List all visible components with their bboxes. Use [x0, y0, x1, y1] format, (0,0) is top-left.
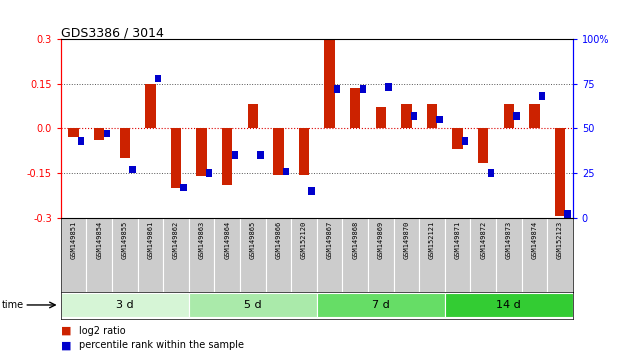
Bar	[411, 112, 417, 120]
FancyBboxPatch shape	[496, 218, 522, 292]
Bar	[385, 84, 392, 91]
Text: GSM149871: GSM149871	[454, 221, 461, 259]
Text: GSM149862: GSM149862	[173, 221, 179, 259]
Bar	[78, 137, 84, 144]
Bar	[155, 75, 161, 82]
FancyBboxPatch shape	[342, 218, 368, 292]
FancyBboxPatch shape	[61, 218, 86, 292]
Bar	[257, 152, 264, 159]
Text: GSM149864: GSM149864	[224, 221, 230, 259]
Bar	[452, 129, 463, 149]
Bar	[196, 129, 207, 176]
FancyBboxPatch shape	[138, 218, 163, 292]
FancyBboxPatch shape	[470, 218, 496, 292]
Bar	[334, 85, 340, 93]
Bar	[120, 129, 130, 158]
FancyBboxPatch shape	[61, 293, 189, 317]
FancyBboxPatch shape	[291, 218, 317, 292]
Bar	[273, 129, 284, 175]
Bar	[427, 104, 437, 129]
FancyBboxPatch shape	[189, 218, 214, 292]
Bar	[462, 137, 468, 144]
Text: GSM152123: GSM152123	[557, 221, 563, 259]
Text: GSM149863: GSM149863	[198, 221, 205, 259]
FancyBboxPatch shape	[214, 218, 240, 292]
Bar	[436, 116, 443, 123]
Text: GSM149872: GSM149872	[480, 221, 486, 259]
Text: 14 d: 14 d	[497, 300, 521, 310]
Bar	[513, 112, 520, 120]
FancyBboxPatch shape	[163, 218, 189, 292]
Bar	[529, 104, 540, 129]
Text: percentile rank within the sample: percentile rank within the sample	[79, 340, 244, 350]
Text: GSM149861: GSM149861	[147, 221, 154, 259]
Bar	[401, 104, 412, 129]
Bar	[232, 152, 238, 159]
Text: GSM149870: GSM149870	[403, 221, 410, 259]
Bar	[299, 129, 309, 175]
Bar	[283, 167, 289, 175]
FancyBboxPatch shape	[419, 218, 445, 292]
Bar	[129, 166, 136, 173]
Bar	[376, 108, 386, 129]
FancyBboxPatch shape	[445, 218, 470, 292]
Bar	[206, 169, 212, 177]
Text: GSM152121: GSM152121	[429, 221, 435, 259]
FancyBboxPatch shape	[394, 218, 419, 292]
Text: GSM149868: GSM149868	[352, 221, 358, 259]
FancyBboxPatch shape	[317, 293, 445, 317]
Text: GSM149865: GSM149865	[250, 221, 256, 259]
Bar	[94, 129, 104, 140]
FancyBboxPatch shape	[547, 218, 573, 292]
Bar	[222, 129, 232, 185]
FancyBboxPatch shape	[240, 218, 266, 292]
FancyBboxPatch shape	[112, 218, 138, 292]
Bar	[478, 129, 488, 162]
Text: ■: ■	[61, 326, 71, 336]
Text: GSM149854: GSM149854	[96, 221, 102, 259]
Text: 5 d: 5 d	[244, 300, 262, 310]
Text: GSM149855: GSM149855	[122, 221, 128, 259]
Bar	[180, 184, 187, 191]
Text: GSM149873: GSM149873	[506, 221, 512, 259]
Text: GSM149874: GSM149874	[531, 221, 538, 259]
Text: GSM149867: GSM149867	[326, 221, 333, 259]
Bar	[104, 130, 110, 137]
Bar	[350, 88, 360, 129]
FancyBboxPatch shape	[189, 293, 317, 317]
Bar	[555, 129, 565, 216]
FancyBboxPatch shape	[522, 218, 547, 292]
FancyBboxPatch shape	[86, 218, 112, 292]
FancyBboxPatch shape	[317, 218, 342, 292]
FancyBboxPatch shape	[368, 218, 394, 292]
Bar	[504, 104, 514, 129]
Text: GSM149851: GSM149851	[70, 221, 77, 259]
Text: ■: ■	[61, 340, 71, 350]
Bar	[564, 210, 571, 218]
Bar	[145, 84, 156, 129]
Bar	[308, 187, 315, 195]
Bar	[324, 40, 335, 129]
Text: time: time	[2, 300, 24, 310]
Bar	[68, 129, 79, 137]
Bar	[248, 104, 258, 129]
Text: log2 ratio: log2 ratio	[79, 326, 125, 336]
Bar	[171, 129, 181, 188]
Text: GDS3386 / 3014: GDS3386 / 3014	[61, 27, 164, 40]
FancyBboxPatch shape	[445, 293, 573, 317]
FancyBboxPatch shape	[266, 218, 291, 292]
Text: GSM149869: GSM149869	[378, 221, 384, 259]
Text: 3 d: 3 d	[116, 300, 134, 310]
Text: GSM149866: GSM149866	[275, 221, 282, 259]
Bar	[488, 169, 494, 177]
Bar	[360, 85, 366, 93]
Text: 7 d: 7 d	[372, 300, 390, 310]
Bar	[539, 92, 545, 100]
Text: GSM152120: GSM152120	[301, 221, 307, 259]
